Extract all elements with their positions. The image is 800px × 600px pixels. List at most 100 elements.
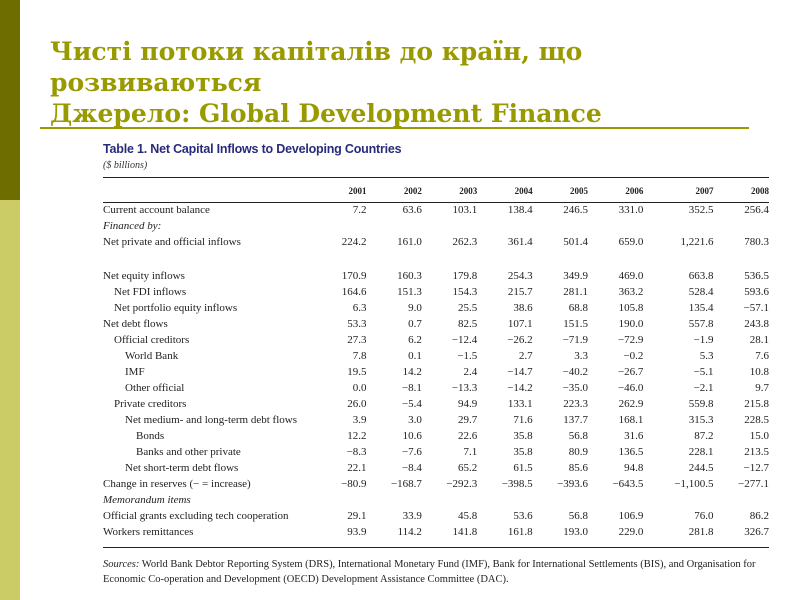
row-label: Net portfolio equity inflows <box>114 302 238 314</box>
value-cell: 6.2 <box>408 334 422 346</box>
row-label: Net FDI inflows <box>114 286 187 298</box>
value-cell: 501.4 <box>563 236 589 248</box>
value-cell <box>588 218 643 234</box>
value-cell <box>533 492 588 508</box>
value-cell <box>477 492 532 508</box>
value-cell: −8.4 <box>401 462 422 474</box>
value-cell: 160.3 <box>397 270 422 282</box>
value-cell <box>367 250 422 268</box>
row-label: Official creditors <box>114 334 190 346</box>
title-underline <box>40 127 749 129</box>
value-cell: 254.3 <box>507 270 533 282</box>
table-row: Current account balance 7.2 63.6 103.1 138.4… <box>103 202 769 218</box>
value-cell: 86.2 <box>749 510 769 522</box>
value-cell: −1.5 <box>457 350 478 362</box>
value-cell: 256.4 <box>744 204 769 216</box>
value-cell: −8.1 <box>401 382 422 394</box>
table-row: Net short-term debt flows 22.1 −8.4 65.2 61.… <box>103 460 769 476</box>
table-unit: ($ billions) <box>103 160 148 171</box>
table-row: Net private and official inflows 224.2 161… <box>103 234 769 250</box>
value-cell: 82.5 <box>458 318 478 330</box>
row-label: Net medium- and long-term debt flows <box>125 414 297 426</box>
value-cell <box>643 250 713 268</box>
value-cell: 14.2 <box>402 366 422 378</box>
value-cell: 557.8 <box>688 318 714 330</box>
row-label: Current account balance <box>103 204 210 216</box>
value-cell: −0.2 <box>623 350 644 362</box>
value-cell: 559.8 <box>688 398 714 410</box>
value-cell: 593.6 <box>744 286 769 298</box>
value-cell: −72.9 <box>617 334 644 346</box>
value-cell: −5.4 <box>401 398 422 410</box>
value-cell: 53.3 <box>347 318 367 330</box>
value-cell: 71.6 <box>513 414 533 426</box>
row-label: Net short-term debt flows <box>125 462 239 474</box>
value-cell: 536.5 <box>744 270 769 282</box>
value-cell: 2.4 <box>463 366 478 378</box>
value-cell: −80.9 <box>341 478 367 490</box>
row-label: Official grants excluding tech cooperati… <box>103 510 289 522</box>
row-label: Net equity inflows <box>103 270 185 282</box>
value-cell: 22.1 <box>347 462 367 474</box>
value-cell <box>477 218 532 234</box>
value-cell: −35.0 <box>562 382 589 394</box>
value-cell: 229.0 <box>618 526 644 538</box>
value-cell: 213.5 <box>744 446 769 458</box>
value-cell: 27.3 <box>347 334 367 346</box>
table-row: Workers remittances 93.9 114.2 141.8 161.8 19… <box>103 524 769 540</box>
value-cell: 243.8 <box>744 318 769 330</box>
value-cell: 7.8 <box>352 350 367 362</box>
value-cell: 53.6 <box>513 510 533 522</box>
value-cell: 659.0 <box>618 236 644 248</box>
value-cell: 45.8 <box>458 510 478 522</box>
value-cell: 151.3 <box>397 286 422 298</box>
value-cell: 29.7 <box>458 414 478 426</box>
table-header-rule <box>103 202 769 203</box>
value-cell: 28.1 <box>749 334 769 346</box>
value-cell: −26.2 <box>507 334 533 346</box>
table-row: IMF 19.5 14.2 2.4 −14.7 −40.2 −26.7 −5.1 10.8 <box>103 364 769 380</box>
value-cell: −2.1 <box>693 382 714 394</box>
value-cell: 106.9 <box>618 510 644 522</box>
value-cell: 138.4 <box>507 204 533 216</box>
row-label: Net debt flows <box>103 318 168 330</box>
value-cell: −5.1 <box>693 366 714 378</box>
value-cell: −1,100.5 <box>674 478 714 490</box>
table-title: Table 1. Net Capital Inflows to Developi… <box>103 142 402 156</box>
value-cell: 193.0 <box>563 526 589 538</box>
year-header: 2005 <box>570 186 589 196</box>
value-cell: 3.3 <box>574 350 589 362</box>
value-cell: −168.7 <box>390 478 422 490</box>
value-cell: 103.1 <box>452 204 478 216</box>
table-spacer-row <box>103 250 769 268</box>
value-cell: 135.4 <box>688 302 714 314</box>
table-row: Bonds 12.2 10.6 22.6 35.8 56.8 31.6 87.2 15.0 <box>103 428 769 444</box>
value-cell: 161.8 <box>507 526 533 538</box>
value-cell: 0.1 <box>408 350 422 362</box>
value-cell: 105.8 <box>618 302 644 314</box>
value-cell: 56.8 <box>568 510 589 522</box>
table-top-rule <box>103 177 769 178</box>
year-header: 2008 <box>751 186 769 196</box>
table-row: Official creditors 27.3 6.2 −12.4 −26.2 −71.9… <box>103 332 769 348</box>
value-cell: 215.8 <box>744 398 769 410</box>
table-row: Net FDI inflows 164.6 151.3 154.3 215.7 281.1… <box>103 284 769 300</box>
value-cell: 93.9 <box>347 526 367 538</box>
value-cell: 25.5 <box>458 302 478 314</box>
table-row: Net portfolio equity inflows 6.3 9.0 25.5 38… <box>103 300 769 316</box>
row-label: Banks and other private <box>136 446 241 458</box>
row-label: Workers remittances <box>103 526 194 538</box>
row-label: IMF <box>125 366 145 378</box>
slide-accent-bar-dark <box>0 0 20 200</box>
value-cell: 228.1 <box>688 446 714 458</box>
row-label: Memorandum items <box>103 494 191 506</box>
slide-title-source: Джерело: Global Development Finance <box>50 99 602 128</box>
value-cell: 137.7 <box>563 414 589 426</box>
value-cell: 223.3 <box>563 398 589 410</box>
year-header: 2006 <box>625 186 644 196</box>
value-cell: 80.9 <box>568 446 589 458</box>
value-cell: 528.4 <box>688 286 714 298</box>
table-row: Change in reserves (− = increase) −80.9 −1… <box>103 476 769 492</box>
table-row: World Bank 7.8 0.1 −1.5 2.7 3.3 −0.2 5.3 7.6 <box>103 348 769 364</box>
year-header: 2003 <box>459 186 478 196</box>
